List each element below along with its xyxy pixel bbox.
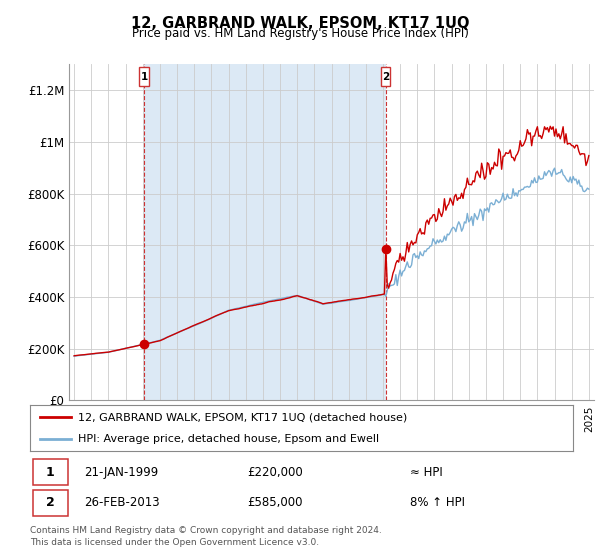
Text: 26-FEB-2013: 26-FEB-2013: [85, 496, 160, 510]
Text: 12, GARBRAND WALK, EPSOM, KT17 1UQ (detached house): 12, GARBRAND WALK, EPSOM, KT17 1UQ (deta…: [78, 412, 407, 422]
Text: Price paid vs. HM Land Registry's House Price Index (HPI): Price paid vs. HM Land Registry's House …: [131, 27, 469, 40]
Text: 12, GARBRAND WALK, EPSOM, KT17 1UQ: 12, GARBRAND WALK, EPSOM, KT17 1UQ: [131, 16, 469, 31]
FancyBboxPatch shape: [33, 490, 68, 516]
Text: £585,000: £585,000: [247, 496, 303, 510]
Bar: [144, 64, 386, 400]
Text: 21-JAN-1999: 21-JAN-1999: [85, 465, 158, 479]
Text: 2: 2: [46, 496, 55, 510]
FancyBboxPatch shape: [381, 67, 391, 86]
Text: £220,000: £220,000: [247, 465, 303, 479]
Text: 1: 1: [46, 465, 55, 479]
Text: This data is licensed under the Open Government Licence v3.0.: This data is licensed under the Open Gov…: [30, 538, 319, 547]
Text: 2: 2: [382, 72, 389, 82]
Text: ≈ HPI: ≈ HPI: [410, 465, 443, 479]
FancyBboxPatch shape: [139, 67, 149, 86]
Text: 8% ↑ HPI: 8% ↑ HPI: [410, 496, 465, 510]
FancyBboxPatch shape: [33, 459, 68, 485]
Text: HPI: Average price, detached house, Epsom and Ewell: HPI: Average price, detached house, Epso…: [78, 435, 379, 444]
Text: 1: 1: [140, 72, 148, 82]
Text: Contains HM Land Registry data © Crown copyright and database right 2024.: Contains HM Land Registry data © Crown c…: [30, 526, 382, 535]
